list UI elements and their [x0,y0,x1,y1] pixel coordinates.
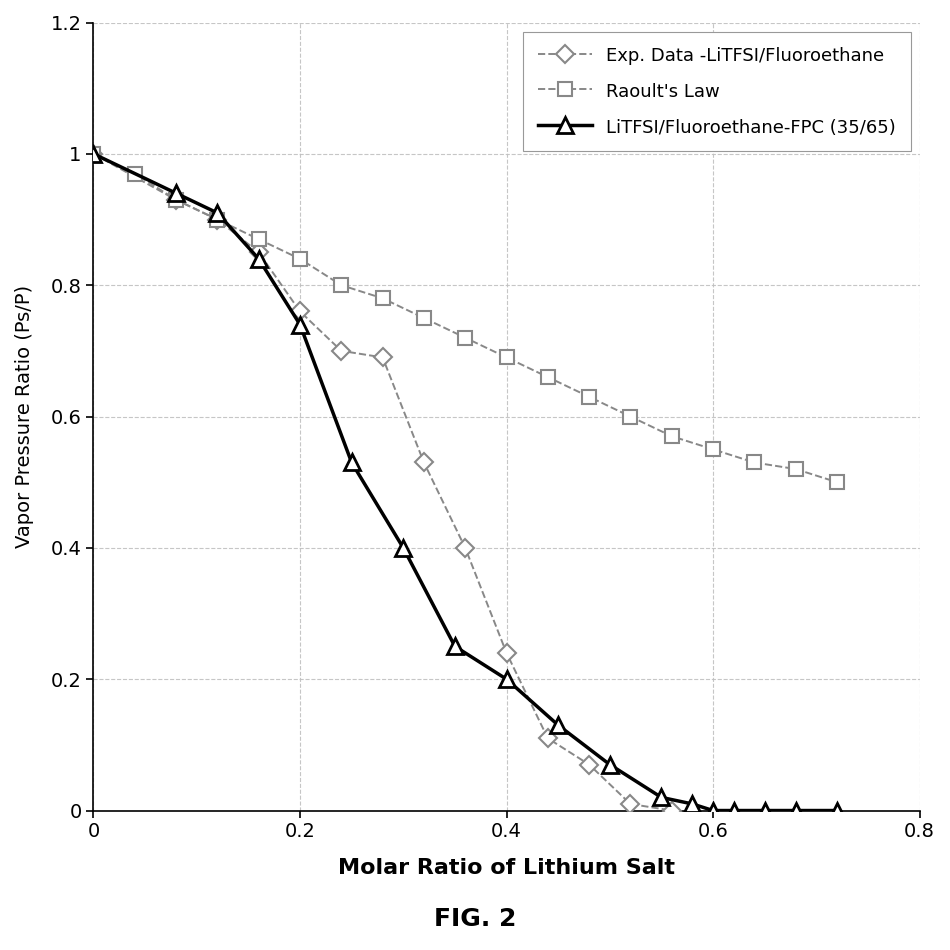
Raoult's Law [831,477,843,488]
Exp. Data -LiTFSI/Fluoroethane [418,457,429,468]
LiTFSI/Fluoroethane-FPC (35/65) [790,805,802,816]
Raoult's Law [583,391,595,403]
Exp. Data -LiTFSI/Fluoroethane [253,247,264,258]
Exp. Data -LiTFSI/Fluoroethane [460,542,471,554]
X-axis label: Molar Ratio of Lithium Salt: Molar Ratio of Lithium Salt [338,858,675,878]
Exp. Data -LiTFSI/Fluoroethane [501,647,512,658]
Legend: Exp. Data -LiTFSI/Fluoroethane, Raoult's Law, LiTFSI/Fluoroethane-FPC (35/65): Exp. Data -LiTFSI/Fluoroethane, Raoult's… [523,31,910,151]
Exp. Data -LiTFSI/Fluoroethane [87,148,99,160]
Raoult's Law [335,279,347,291]
LiTFSI/Fluoroethane-FPC (35/65) [449,640,461,652]
Raoult's Law [418,313,429,324]
LiTFSI/Fluoroethane-FPC (35/65) [728,805,739,816]
Raoult's Law [460,332,471,343]
Exp. Data -LiTFSI/Fluoroethane [583,759,595,770]
Line: Raoult's Law: Raoult's Law [86,147,844,489]
Raoult's Law [253,234,264,245]
Raoult's Law [129,168,141,180]
Exp. Data -LiTFSI/Fluoroethane [212,214,223,225]
LiTFSI/Fluoroethane-FPC (35/65) [87,148,99,160]
Exp. Data -LiTFSI/Fluoroethane [335,345,347,356]
LiTFSI/Fluoroethane-FPC (35/65) [687,798,698,809]
Raoult's Law [708,444,719,455]
Raoult's Law [170,194,181,205]
Raoult's Law [377,293,389,304]
Line: Exp. Data -LiTFSI/Fluoroethane: Exp. Data -LiTFSI/Fluoroethane [87,147,678,817]
Exp. Data -LiTFSI/Fluoroethane [170,194,181,205]
Raoult's Law [87,148,99,160]
Exp. Data -LiTFSI/Fluoroethane [294,306,306,317]
LiTFSI/Fluoroethane-FPC (35/65) [656,791,667,803]
Raoult's Law [294,254,306,265]
LiTFSI/Fluoroethane-FPC (35/65) [759,805,770,816]
LiTFSI/Fluoroethane-FPC (35/65) [708,805,719,816]
Line: LiTFSI/Fluoroethane-FPC (35/65): LiTFSI/Fluoroethane-FPC (35/65) [86,146,845,818]
LiTFSI/Fluoroethane-FPC (35/65) [604,759,616,770]
LiTFSI/Fluoroethane-FPC (35/65) [501,674,512,685]
Exp. Data -LiTFSI/Fluoroethane [625,798,636,809]
LiTFSI/Fluoroethane-FPC (35/65) [212,207,223,218]
Y-axis label: Vapor Pressure Ratio (Ps/P): Vapor Pressure Ratio (Ps/P) [15,285,34,548]
LiTFSI/Fluoroethane-FPC (35/65) [253,254,264,265]
Raoult's Law [790,464,802,475]
Raoult's Law [625,410,636,422]
Raoult's Law [749,457,760,468]
LiTFSI/Fluoroethane-FPC (35/65) [831,805,843,816]
Raoult's Law [542,371,554,383]
Exp. Data -LiTFSI/Fluoroethane [666,805,677,816]
Exp. Data -LiTFSI/Fluoroethane [377,352,389,363]
Text: FIG. 2: FIG. 2 [434,907,516,931]
LiTFSI/Fluoroethane-FPC (35/65) [397,542,408,554]
Raoult's Law [666,430,677,442]
LiTFSI/Fluoroethane-FPC (35/65) [553,719,564,731]
Raoult's Law [501,352,512,363]
LiTFSI/Fluoroethane-FPC (35/65) [170,187,181,199]
LiTFSI/Fluoroethane-FPC (35/65) [294,319,306,331]
LiTFSI/Fluoroethane-FPC (35/65) [346,457,357,468]
Exp. Data -LiTFSI/Fluoroethane [542,732,554,744]
Raoult's Law [212,214,223,225]
